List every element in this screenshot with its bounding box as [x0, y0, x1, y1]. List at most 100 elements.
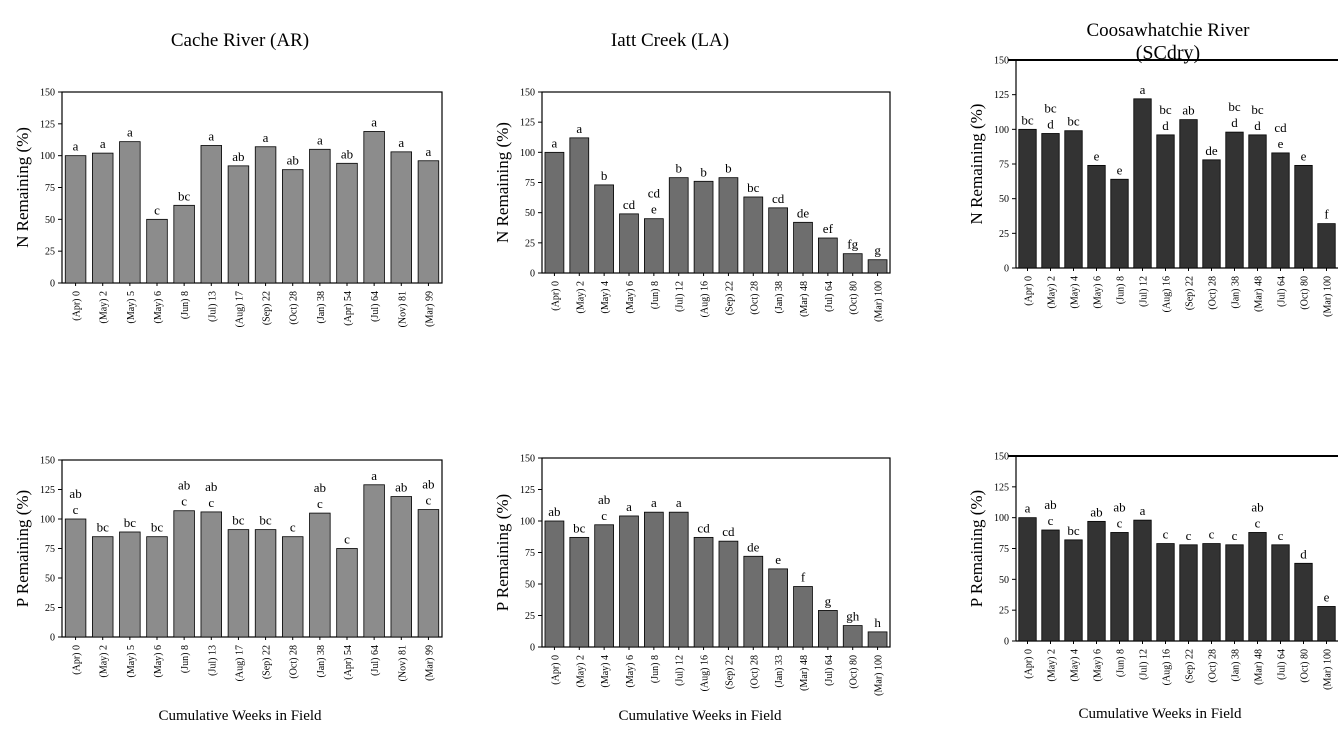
- bar-letter-cache-p: c: [344, 532, 350, 547]
- bar-iatt-p: [743, 555, 764, 648]
- bar-letter-coosa-p: d: [1300, 546, 1307, 561]
- bar-letter-coosa-n: bc: [1159, 102, 1172, 117]
- bar-letter-cache-p: ab: [205, 479, 217, 494]
- bar-iatt-n: [544, 151, 565, 274]
- x-tick-label-iatt-p: (Oct) 28: [749, 655, 760, 689]
- bar-letter-iatt-n: bc: [747, 180, 760, 195]
- bar-letter-coosa-n: e: [1094, 148, 1100, 163]
- bar-coosa-n: [1294, 164, 1313, 269]
- bar-letter-cache-p: ab: [422, 477, 434, 492]
- y-tick-label-iatt-p: 75: [525, 548, 535, 559]
- y-tick-label-cache-n: 150: [40, 88, 55, 99]
- x-axis-label-cache-river: Cumulative Weeks in Field: [158, 708, 322, 724]
- y-tick-label-cache-n: 0: [50, 279, 55, 290]
- y-tick-label-cache-n: 125: [40, 119, 55, 130]
- x-tick-label-iatt-n: (Jun) 8: [650, 281, 661, 309]
- x-tick-label-iatt-p: (Jul) 64: [824, 655, 835, 686]
- bar-iatt-n: [793, 221, 813, 274]
- bar-iatt-n: [644, 218, 664, 274]
- bar-coosa-n: [1317, 223, 1336, 269]
- bar-iatt-p: [619, 515, 639, 648]
- bar-letter-iatt-p: f: [801, 570, 806, 585]
- bar-coosa-p: [1317, 606, 1336, 642]
- bar-letter-cache-n: a: [426, 144, 432, 159]
- bar-iatt-p: [818, 610, 838, 648]
- x-tick-label-cache-p: (Aug) 17: [234, 645, 245, 681]
- bar-letter-coosa-n: bc: [1067, 114, 1080, 129]
- bar-iatt-p: [867, 631, 888, 648]
- x-tick-label-cache-p: (Jan) 38: [316, 645, 327, 678]
- x-tick-label-cache-p: (Apr) 54: [343, 645, 354, 680]
- bar-letter-iatt-n: b: [700, 164, 707, 179]
- bar-letter-iatt-p: a: [626, 499, 632, 514]
- bar-coosa-n: [1271, 152, 1290, 269]
- bar-letter-cache-n: ab: [341, 146, 353, 161]
- bar-letter-coosa-p: a: [1025, 501, 1031, 516]
- x-tick-label-iatt-p: (Jul) 12: [675, 655, 686, 686]
- bar-coosa-p: [1225, 544, 1244, 642]
- bar-iatt-p: [569, 536, 590, 648]
- x-tick-label-iatt-p: (Jun) 8: [650, 655, 661, 683]
- chart-title-coosawhatchie-line1: Coosawhatchie River: [1086, 20, 1250, 41]
- x-tick-label-iatt-n: (May) 2: [575, 281, 586, 314]
- bar-letter-iatt-p: bc: [573, 520, 586, 535]
- y-tick-label-iatt-p: 25: [525, 611, 535, 622]
- bar-coosa-p: [1294, 562, 1313, 642]
- x-tick-label-cache-n: (May) 5: [126, 291, 137, 324]
- y-tick-label-iatt-n: 150: [520, 88, 535, 99]
- bar-letter-cache-p: c: [426, 493, 432, 508]
- y-tick-label-iatt-n: 50: [525, 208, 535, 219]
- y-tick-label-cache-p: 75: [45, 544, 55, 555]
- bar-letter-cache-n: a: [208, 128, 214, 143]
- x-tick-label-coosa-p: (May) 6: [1093, 649, 1104, 682]
- bar-letter-iatt-p: h: [874, 615, 881, 630]
- x-tick-label-iatt-n: (Mar) 100: [874, 281, 885, 322]
- x-tick-label-cache-n: (Nov) 81: [397, 291, 408, 327]
- x-tick-label-iatt-p: (Aug) 16: [700, 655, 711, 691]
- bar-letter-iatt-p: a: [676, 495, 682, 510]
- bar-coosa-n: [1156, 134, 1175, 269]
- bar-iatt-n: [768, 207, 788, 274]
- y-tick-label-iatt-n: 25: [525, 238, 535, 249]
- x-tick-label-cache-p: (Mar) 99: [424, 645, 435, 681]
- bar-letter-iatt-n: e: [651, 202, 657, 217]
- x-tick-label-coosa-n: (May) 6: [1093, 276, 1104, 309]
- bar-letter-cache-p: ab: [69, 486, 81, 501]
- x-tick-label-iatt-p: (May) 4: [600, 655, 611, 688]
- bar-letter-coosa-n: de: [1205, 143, 1218, 158]
- x-tick-label-coosa-p: (Aug) 16: [1162, 649, 1173, 685]
- bar-cache-n: [363, 131, 385, 284]
- y-tick-label-iatt-n: 125: [520, 118, 535, 129]
- bar-letter-iatt-n: a: [576, 121, 582, 136]
- bar-letter-coosa-p: c: [1163, 527, 1169, 542]
- chart-title-iatt-creek: Iatt Creek (LA): [610, 30, 730, 51]
- bar-coosa-p: [1064, 539, 1083, 642]
- bar-letter-iatt-p: a: [651, 495, 657, 510]
- bar-letter-coosa-p: ab: [1251, 499, 1263, 514]
- y-tick-label-cache-p: 25: [45, 603, 55, 614]
- bar-letter-coosa-n: d: [1254, 118, 1261, 133]
- y-axis-label-coosa-p: P Remaining (%): [967, 490, 986, 607]
- bar-letter-iatt-p: ab: [598, 492, 610, 507]
- bar-coosa-p: [1133, 519, 1152, 642]
- bar-iatt-p: [768, 568, 788, 648]
- x-tick-label-iatt-p: (May) 2: [575, 655, 586, 688]
- bar-cache-n: [173, 204, 195, 284]
- bar-coosa-n: [1225, 131, 1244, 269]
- bar-coosa-n: [1041, 133, 1060, 269]
- bar-cache-n: [417, 160, 440, 284]
- y-tick-label-iatt-n: 0: [530, 269, 535, 280]
- bar-coosa-n: [1179, 119, 1198, 269]
- bar-iatt-n: [619, 213, 639, 274]
- y-axis-label-cache-p: P Remaining (%): [13, 490, 32, 607]
- y-tick-label-cache-n: 50: [45, 215, 55, 226]
- bar-letter-coosa-n: bc: [1228, 99, 1241, 114]
- x-tick-label-cache-n: (Jun) 8: [180, 291, 191, 319]
- bar-letter-iatt-n: cd: [772, 191, 785, 206]
- bar-cache-p: [336, 548, 358, 638]
- chart-title-cache-river: Cache River (AR): [170, 30, 310, 51]
- bar-iatt-n: [818, 237, 838, 274]
- x-tick-label-iatt-p: (Jan) 33: [774, 655, 785, 688]
- y-tick-label-iatt-p: 50: [525, 580, 535, 591]
- bar-letter-cache-p: c: [73, 502, 79, 517]
